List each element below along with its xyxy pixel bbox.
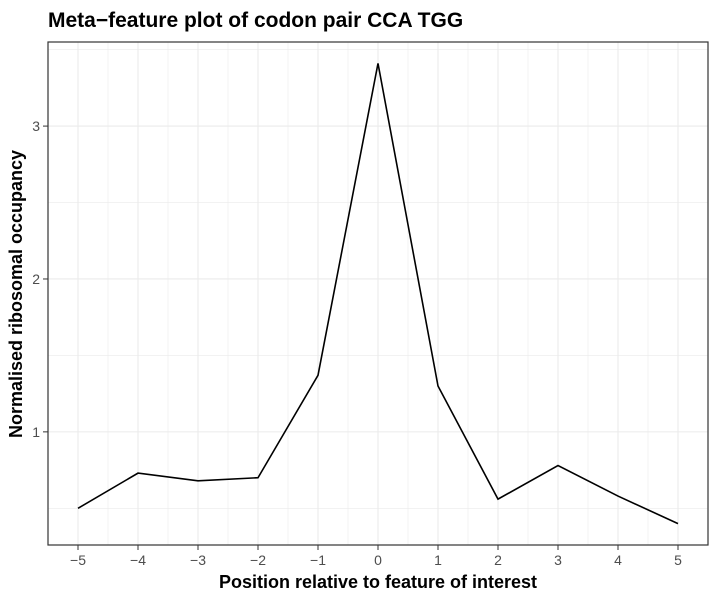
major-gridlines (48, 42, 708, 545)
x-tick-label: −4 (130, 552, 146, 568)
x-tick-label: 3 (554, 552, 562, 568)
y-axis-ticks: 1 2 3 (32, 118, 48, 440)
x-tick-label: −5 (70, 552, 86, 568)
x-axis-title: Position relative to feature of interest (219, 572, 537, 592)
x-tick-label: −2 (250, 552, 266, 568)
y-tick-label: 1 (32, 424, 40, 440)
x-axis-ticks: −5 −4 −3 −2 −1 0 1 2 3 4 5 (70, 545, 682, 568)
x-tick-label: 0 (374, 552, 382, 568)
y-tick-label: 3 (32, 118, 40, 134)
x-tick-label: 5 (674, 552, 682, 568)
x-tick-label: −1 (310, 552, 326, 568)
y-tick-label: 2 (32, 271, 40, 287)
series-line (77, 63, 679, 525)
y-axis-title: Normalised ribosomal occupancy (6, 150, 26, 438)
chart-title: Meta−feature plot of codon pair CCA TGG (48, 9, 463, 32)
x-tick-label: 1 (434, 552, 442, 568)
x-tick-label: −3 (190, 552, 206, 568)
x-tick-label: 4 (614, 552, 622, 568)
x-tick-label: 2 (494, 552, 502, 568)
